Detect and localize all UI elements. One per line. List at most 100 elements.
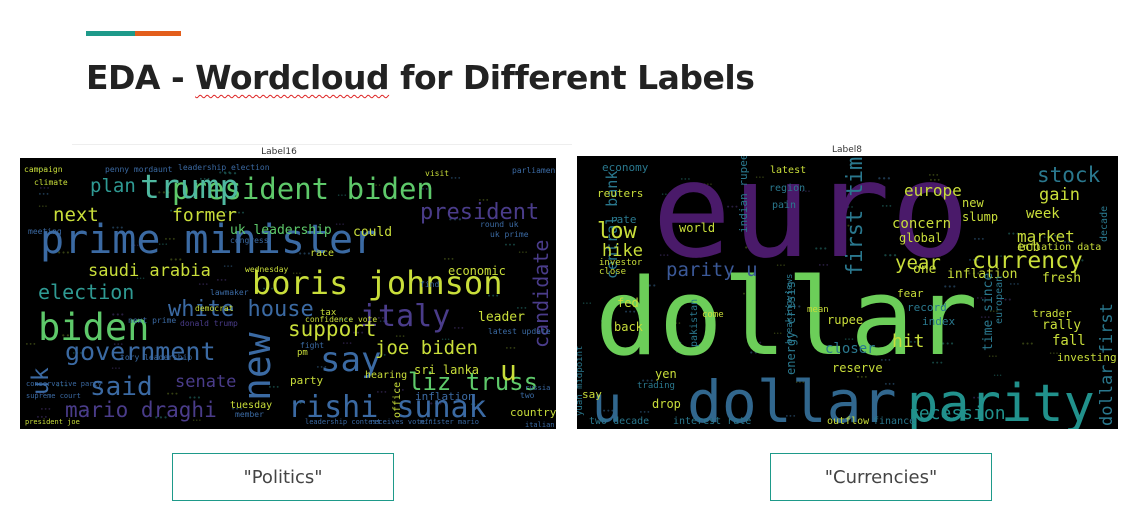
wordcloud-word: european: [994, 276, 1005, 324]
wordcloud-word: say: [582, 388, 602, 401]
wordcloud-filler-mark: ∙∙∙: [659, 253, 669, 259]
wordcloud-word: one: [913, 262, 937, 277]
wordcloud-filler-mark: ∙∙∙: [448, 215, 462, 224]
wordcloud-word: campaign: [24, 165, 63, 174]
wordcloud-word: tax: [320, 308, 337, 318]
wordcloud-filler-mark: ∙∙∙: [749, 348, 763, 357]
wordcloud-filler-mark: ∙∙∙: [441, 337, 450, 343]
wordcloud-word: wednesday: [245, 265, 289, 274]
wordcloud-filler-mark: ∙∙∙: [111, 223, 124, 232]
wordcloud-word: white house: [168, 297, 314, 322]
wordcloud-word: low: [597, 219, 637, 244]
wordcloud-word: fresh: [1042, 271, 1081, 286]
wordcloud-word: supreme court: [26, 392, 81, 400]
wordcloud-filler-mark: ∙∙∙: [429, 399, 443, 408]
wordcloud-word: mean: [807, 305, 829, 315]
wordcloud-filler-mark: ∙∙∙: [164, 235, 176, 243]
wordcloud-word: liz truss: [408, 368, 538, 396]
wordcloud-filler-mark: ∙∙∙: [726, 203, 739, 211]
wordcloud-filler-mark: ∙∙∙: [376, 389, 387, 396]
wordcloud-word: rishi sunak: [288, 390, 487, 425]
wordcloud-filler-mark: ∙∙∙: [788, 302, 802, 311]
wordcloud-filler-mark: ∙∙∙: [976, 295, 987, 302]
wordcloud-filler-mark: ∙∙∙: [1043, 235, 1053, 241]
wordcloud-word: stock: [1037, 163, 1101, 187]
wordcloud-filler-mark: ∙∙∙: [989, 309, 998, 315]
wordcloud-filler-mark: ∙∙∙: [111, 366, 121, 372]
wordcloud-filler-mark: ∙∙∙: [838, 222, 851, 230]
wordcloud-filler-mark: ∙∙∙: [233, 209, 245, 217]
wordcloud-filler-mark: ∙∙∙: [996, 254, 1006, 260]
wordcloud-word: rupee: [827, 313, 863, 327]
wordcloud-filler-mark: ∙∙∙: [130, 243, 139, 249]
title-misspelled-word: Wordcloud: [195, 58, 390, 97]
wordcloud-word: trading: [637, 381, 675, 391]
wordcloud-filler-mark: ∙∙∙: [56, 382, 68, 390]
wordcloud-filler-mark: ∙∙∙: [643, 281, 657, 290]
wordcloud-word: uk leadership: [230, 223, 332, 238]
wordcloud-filler-mark: ∙∙∙: [1071, 256, 1085, 265]
wordcloud-word: interest rate: [673, 416, 751, 427]
wordcloud-word: penny mordaunt: [105, 165, 173, 174]
wordcloud-word: ecb: [1017, 240, 1041, 255]
wordcloud-filler-mark: ∙∙∙: [877, 174, 891, 183]
wordcloud-filler-mark: ∙∙∙: [999, 295, 1012, 304]
wordcloud-filler-mark: ∙∙∙: [111, 310, 125, 319]
wordcloud-filler-mark: ∙∙∙: [602, 407, 615, 415]
wordcloud-word: time since: [981, 273, 996, 351]
wordcloud-filler-mark: ∙∙∙: [641, 376, 654, 385]
wordcloud-filler-mark: ∙∙∙: [993, 373, 1002, 379]
wordcloud-filler-mark: ∙∙∙: [38, 191, 49, 198]
wordcloud-word: investing: [1057, 351, 1117, 364]
wordcloud-word: breakingviews: [785, 274, 795, 344]
wordcloud-filler-mark: ∙∙∙: [158, 242, 168, 248]
wordcloud-word: joe biden: [375, 337, 478, 359]
wordcloud-word: close: [599, 267, 626, 277]
wordcloud-filler-mark: ∙∙∙: [298, 249, 311, 258]
wordcloud-word: fight: [300, 341, 324, 350]
wordcloud-word: race: [310, 248, 334, 259]
wordcloud-word: leader: [478, 310, 525, 325]
wordcloud-word: outflow: [827, 416, 870, 427]
wordcloud-filler-mark: ∙∙∙: [425, 416, 437, 424]
wordcloud-filler-mark: ∙∙∙: [600, 318, 611, 325]
wordcloud-word: leadership election: [178, 163, 270, 172]
wordcloud-filler-mark: ∙∙∙: [292, 401, 302, 407]
wordcloud-word: reuters: [597, 187, 643, 200]
wordcloud-filler-mark: ∙∙∙: [166, 390, 179, 398]
wordcloud-word: yen: [655, 367, 677, 381]
wordcloud-filler-mark: ∙∙∙: [443, 256, 454, 263]
wordcloud-word: confidence vote: [305, 315, 377, 324]
wordcloud-word: biden: [38, 306, 149, 349]
wordcloud-word: gain: [1039, 185, 1080, 205]
wordcloud-filler-mark: ∙∙∙: [188, 393, 201, 402]
wordcloud-word: uk: [28, 367, 54, 395]
wordcloud-word: new: [962, 196, 984, 210]
wordcloud-filler-mark: ∙∙∙: [639, 409, 650, 416]
wordcloud-filler-mark: ∙∙∙: [35, 391, 45, 397]
wordcloud-word: plan: [90, 175, 136, 197]
wordcloud-filler-mark: ∙∙∙: [375, 351, 387, 359]
wordcloud-word: indian rupee: [737, 156, 750, 233]
wordcloud-word: could: [353, 225, 392, 240]
wordcloud-word: concern: [892, 216, 951, 232]
wordcloud-filler-mark: ∙∙∙: [450, 175, 461, 182]
wordcloud-filler-mark: ∙∙∙: [785, 413, 796, 420]
wordcloud-word: former: [172, 205, 237, 226]
wordcloud-word: new: [235, 332, 279, 401]
wordcloud-filler-mark: ∙∙∙: [218, 168, 232, 177]
wordcloud-filler-mark: ∙∙∙: [395, 334, 405, 340]
wordcloud-filler-mark: ∙∙∙: [699, 183, 712, 192]
wordcloud-filler-mark: ∙∙∙: [223, 169, 237, 178]
wordcloud-word: two: [520, 391, 535, 400]
wordcloud-filler-mark: ∙∙∙: [931, 359, 943, 367]
wordcloud-word: italian: [525, 421, 555, 429]
wordcloud-filler-mark: ∙∙∙: [78, 408, 90, 416]
wordcloud-word: record: [907, 301, 947, 314]
wordcloud-word: currency: [972, 248, 1083, 274]
wordcloud-filler-mark: ∙∙∙: [339, 315, 353, 324]
wordcloud-filler-mark: ∙∙∙: [220, 208, 232, 216]
wordcloud-filler-mark: ∙∙∙: [615, 299, 627, 307]
wordcloud-filler-mark: ∙∙∙: [881, 203, 892, 210]
wordcloud-word: u: [500, 354, 517, 387]
